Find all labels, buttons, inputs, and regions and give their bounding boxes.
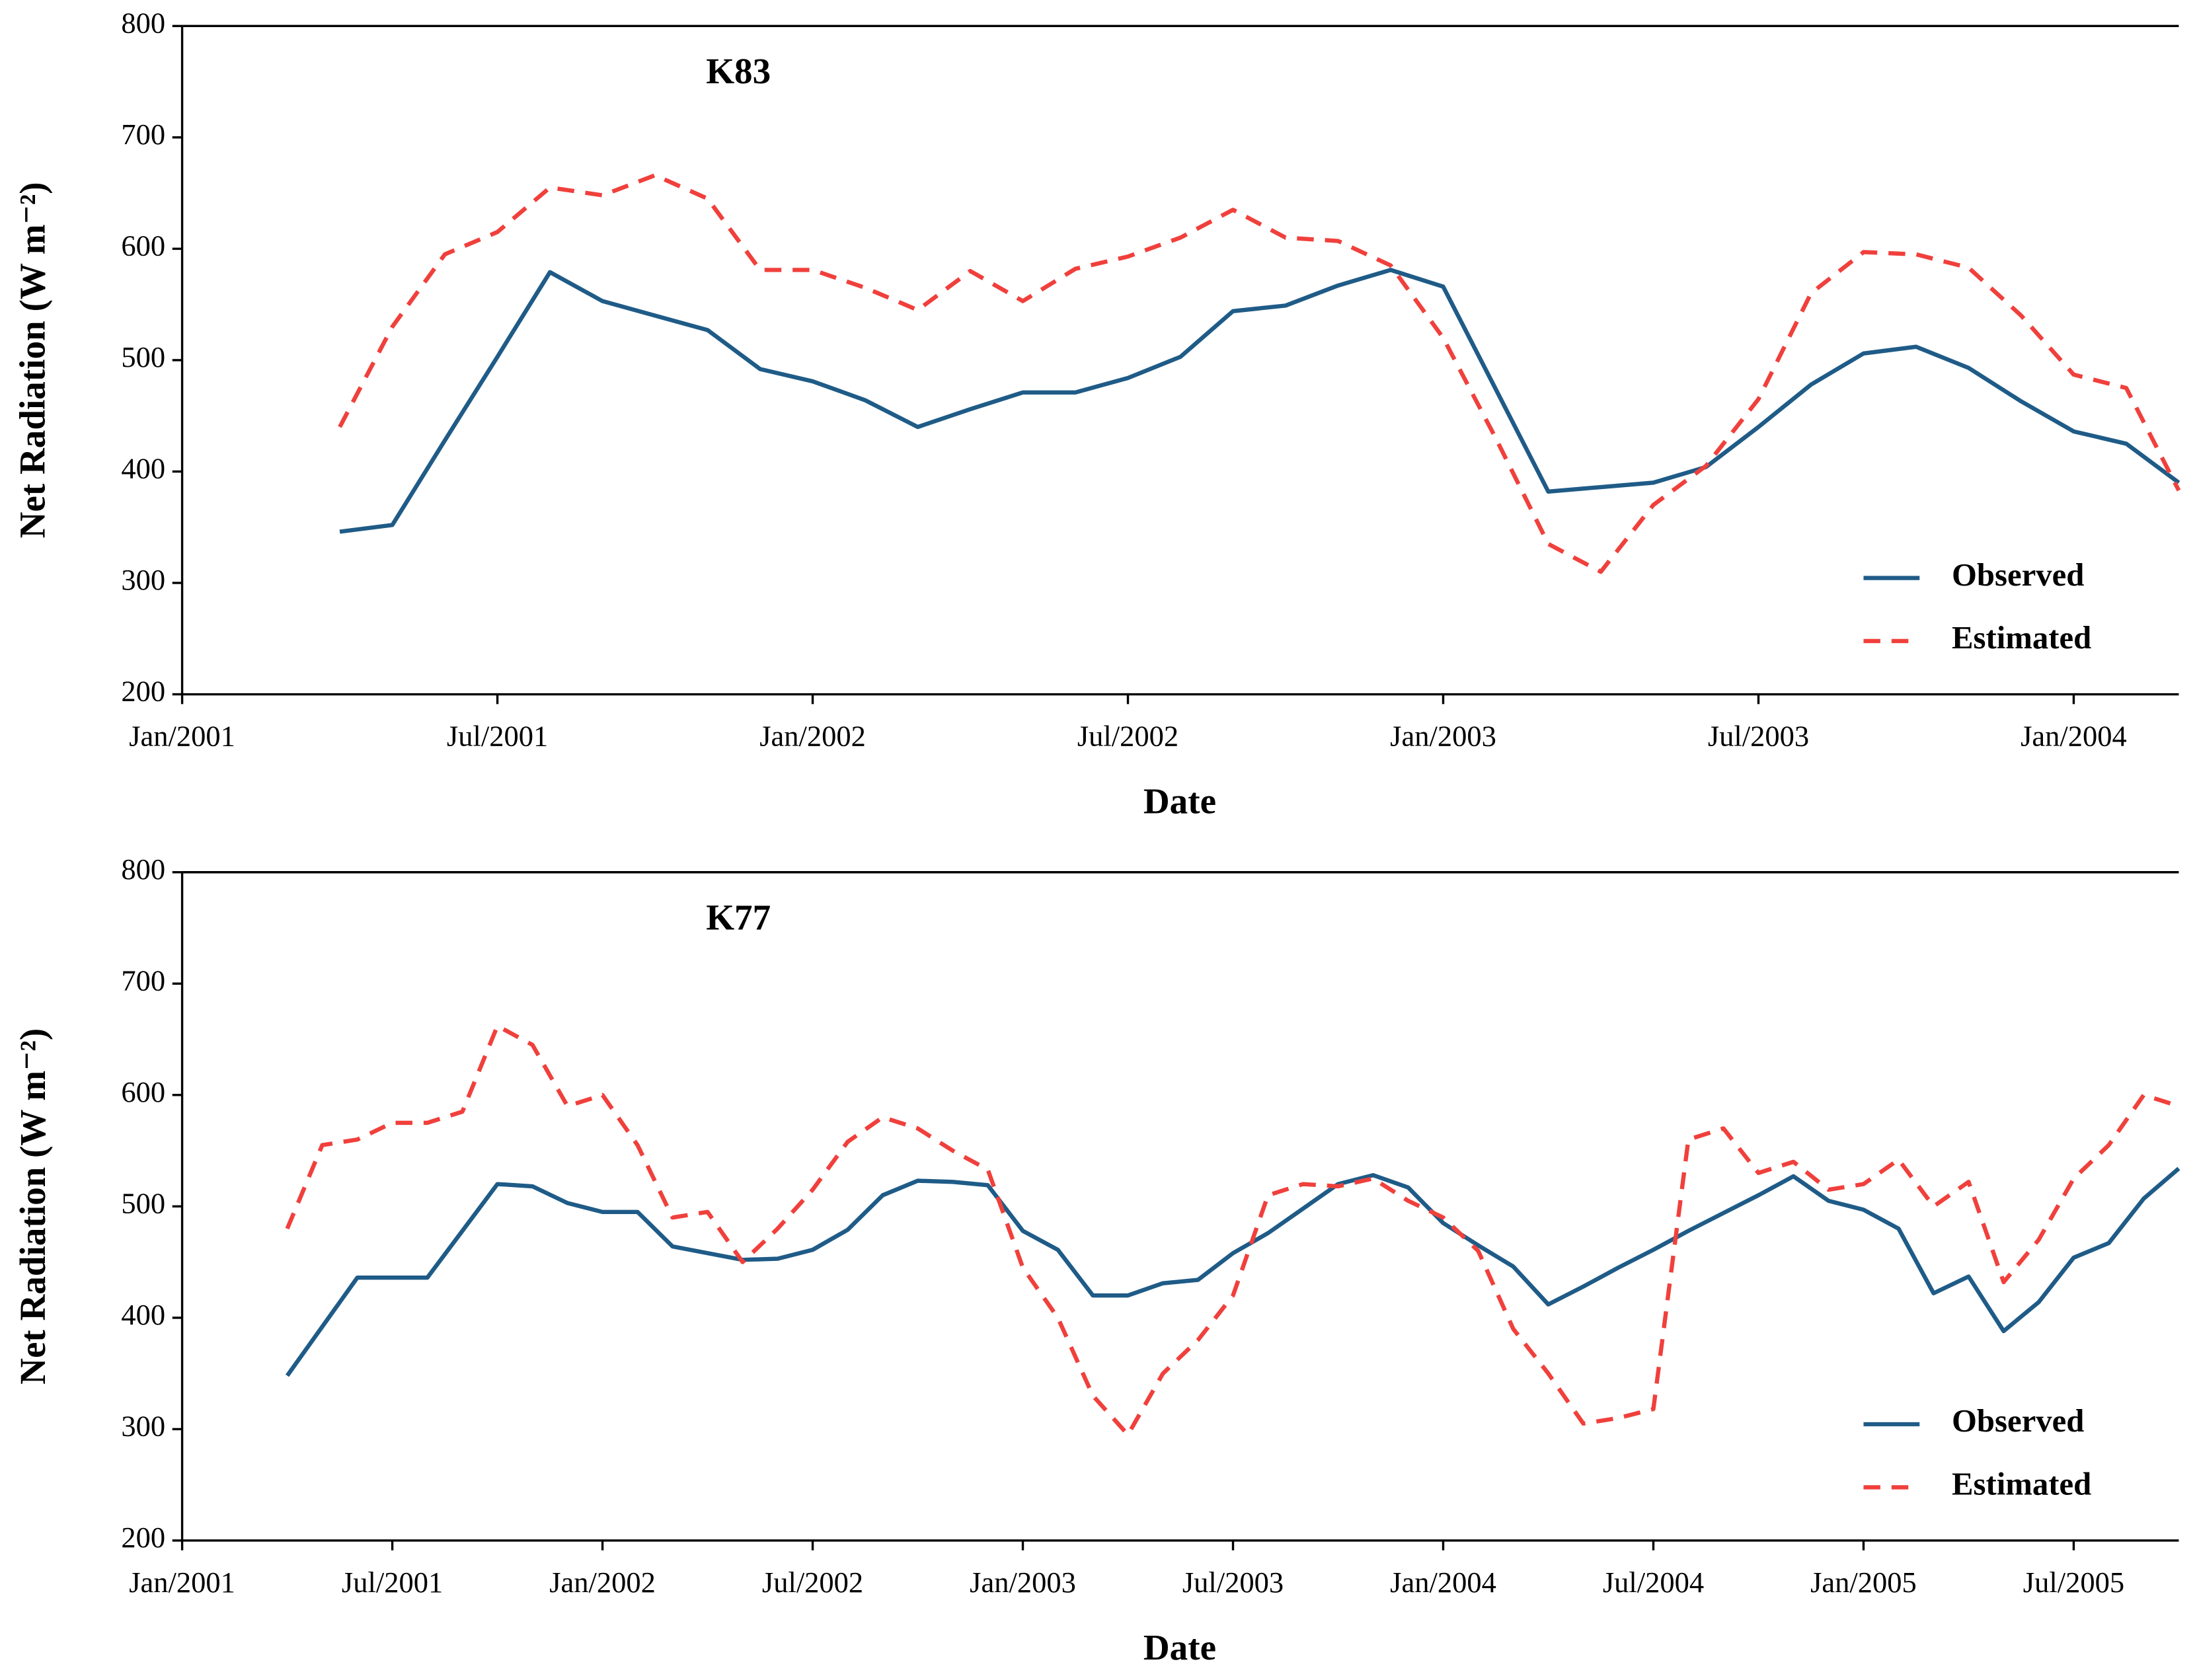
chart-title: K77 bbox=[706, 897, 771, 938]
x-axis-label: Date bbox=[1143, 781, 1216, 821]
y-tick-label: 800 bbox=[121, 853, 165, 886]
y-tick-label: 700 bbox=[121, 964, 165, 997]
x-tick-label: Jul/2005 bbox=[2023, 1566, 2124, 1599]
x-tick-label: Jul/2001 bbox=[447, 720, 548, 753]
x-tick-label: Jan/2002 bbox=[759, 720, 866, 753]
x-tick-label: Jan/2002 bbox=[549, 1566, 656, 1599]
data-line bbox=[285, 1024, 2180, 1437]
x-tick-label: Jul/2003 bbox=[1182, 1566, 1284, 1599]
y-tick-label: 500 bbox=[121, 340, 165, 373]
legend-label: Estimated bbox=[1952, 1467, 2091, 1502]
data-line bbox=[338, 172, 2181, 574]
x-axis-label: Date bbox=[1143, 1627, 1216, 1667]
data-line bbox=[285, 1166, 2180, 1377]
x-tick-label: Jul/2004 bbox=[1603, 1566, 1704, 1599]
x-tick-label: Jul/2002 bbox=[762, 1566, 863, 1599]
y-axis-label: Net Radiation (W m⁻²) bbox=[13, 1028, 53, 1385]
x-tick-label: Jan/2005 bbox=[1810, 1566, 1917, 1599]
x-tick-label: Jan/2004 bbox=[1390, 1566, 1496, 1599]
x-tick-label: Jan/2001 bbox=[129, 720, 235, 753]
legend-label: Estimated bbox=[1952, 620, 2091, 656]
y-tick-label: 800 bbox=[121, 7, 165, 40]
y-tick-label: 700 bbox=[121, 118, 165, 151]
x-tick-label: Jan/2003 bbox=[970, 1566, 1076, 1599]
data-line bbox=[339, 268, 2180, 534]
y-tick-label: 400 bbox=[121, 452, 165, 485]
y-tick-label: 400 bbox=[121, 1298, 165, 1331]
x-tick-label: Jan/2004 bbox=[2021, 720, 2127, 753]
y-tick-label: 200 bbox=[121, 675, 165, 708]
y-tick-label: 600 bbox=[121, 1075, 165, 1108]
y-tick-label: 500 bbox=[121, 1187, 165, 1220]
chart-title: K83 bbox=[706, 51, 771, 91]
x-tick-label: Jul/2001 bbox=[342, 1566, 443, 1599]
y-tick-label: 600 bbox=[121, 229, 165, 262]
x-tick-label: Jul/2003 bbox=[1708, 720, 1809, 753]
legend-label: Observed bbox=[1952, 557, 2084, 593]
y-axis-label: Net Radiation (W m⁻²) bbox=[13, 182, 53, 538]
x-tick-label: Jul/2002 bbox=[1077, 720, 1178, 753]
x-tick-label: Jan/2003 bbox=[1390, 720, 1496, 753]
y-tick-label: 300 bbox=[121, 563, 165, 596]
x-tick-label: Jan/2001 bbox=[129, 1566, 235, 1599]
y-tick-label: 200 bbox=[121, 1521, 165, 1554]
y-tick-label: 300 bbox=[121, 1410, 165, 1443]
legend-label: Observed bbox=[1952, 1403, 2084, 1439]
